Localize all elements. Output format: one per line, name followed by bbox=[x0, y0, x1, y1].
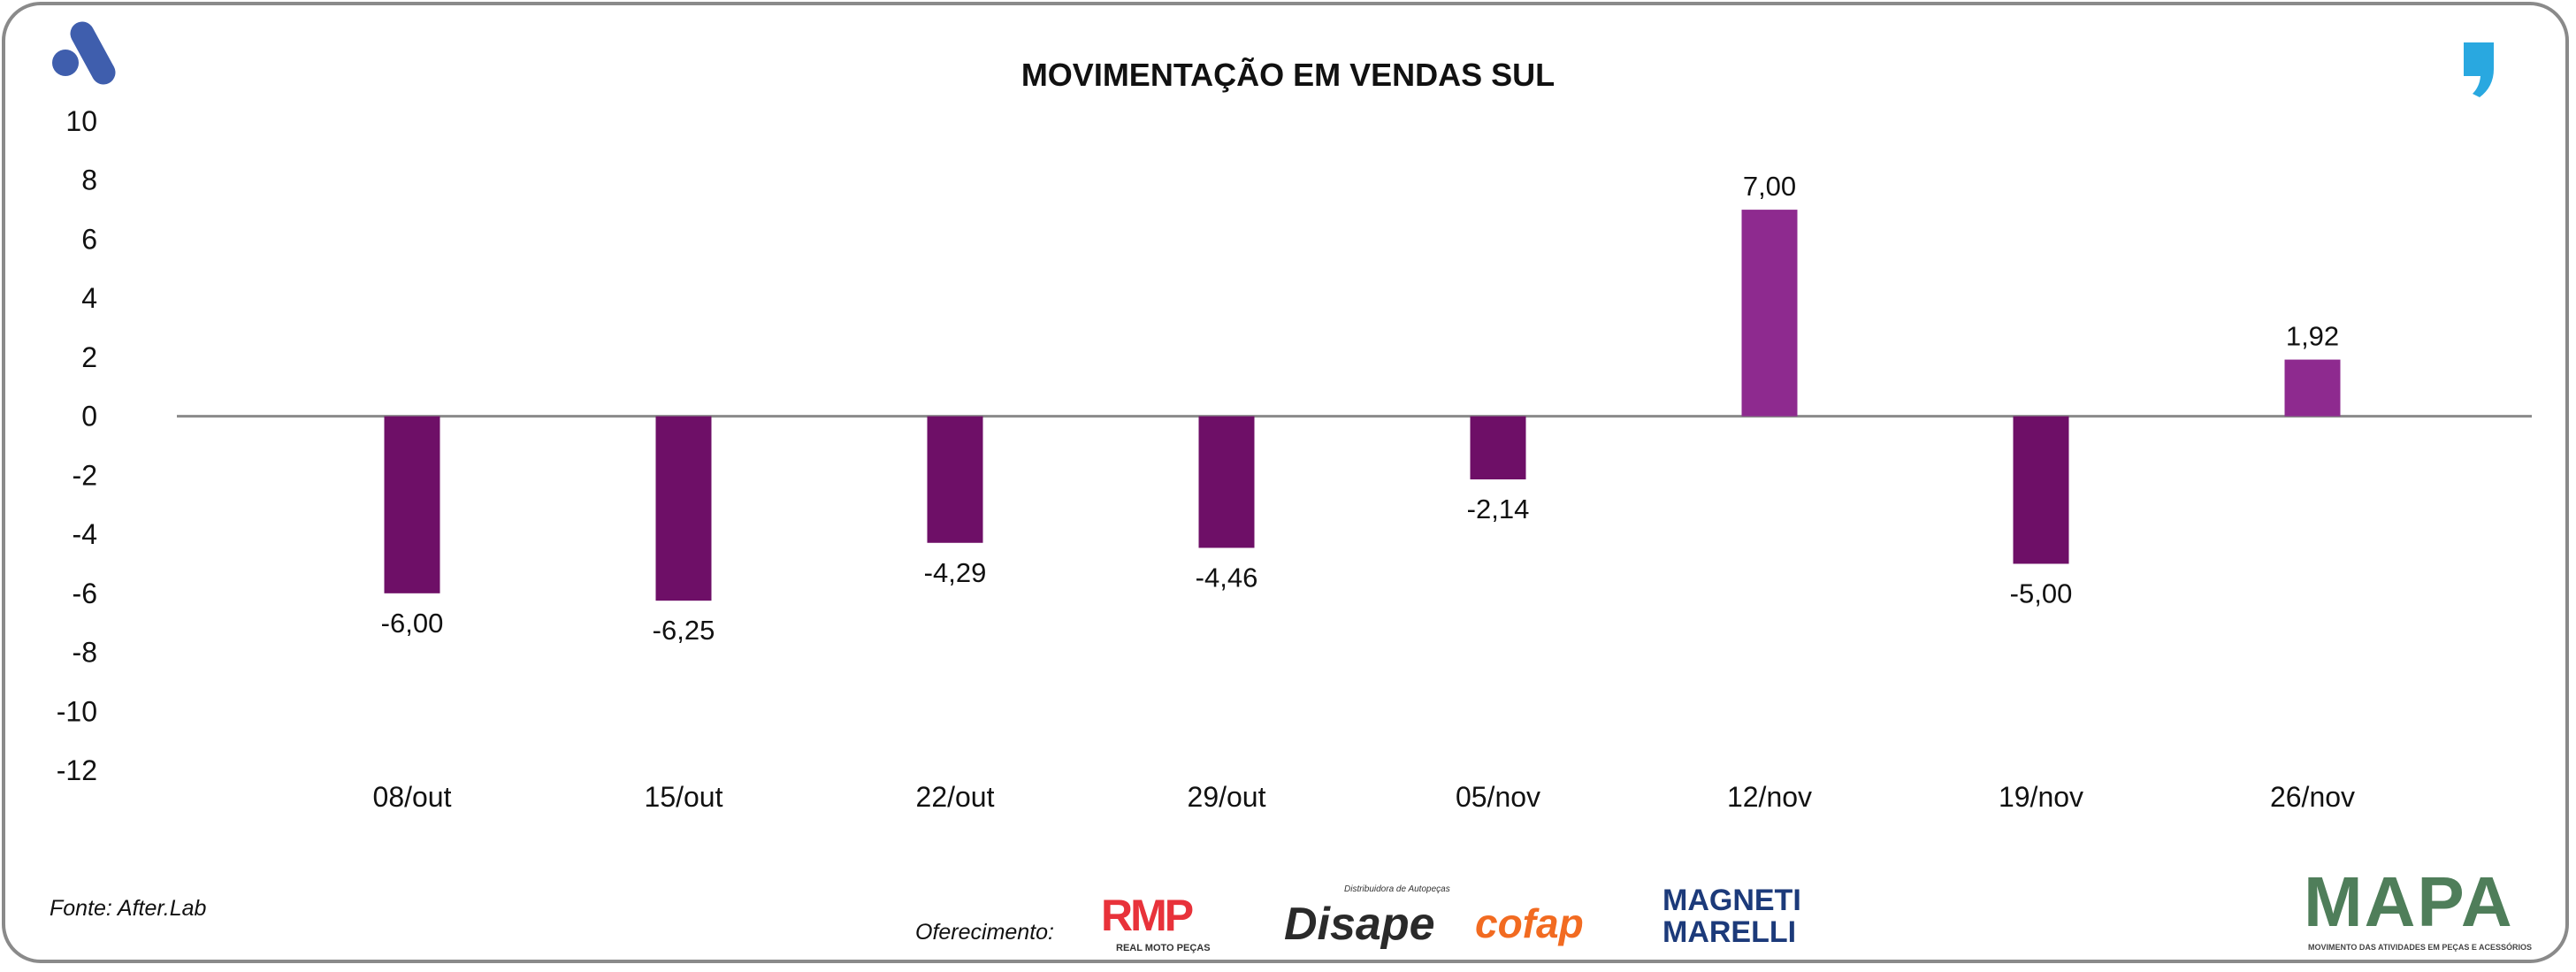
x-tick-label: 22/out bbox=[916, 781, 995, 813]
y-tick-label: 10 bbox=[65, 105, 97, 137]
bar bbox=[1741, 210, 1798, 417]
source-note: Fonte: After.Lab bbox=[50, 896, 207, 921]
y-tick-label: -6 bbox=[73, 578, 97, 609]
y-tick-label: 4 bbox=[81, 282, 97, 314]
y-tick-label: -8 bbox=[73, 637, 97, 669]
x-tick-label: 19/nov bbox=[1999, 781, 2083, 813]
mapa-logo: MAPA bbox=[2304, 862, 2514, 941]
y-tick-label: -4 bbox=[73, 518, 97, 550]
data-label: -6,00 bbox=[381, 608, 444, 639]
bar bbox=[927, 416, 983, 543]
bar bbox=[1470, 416, 1526, 480]
bar bbox=[2013, 416, 2069, 564]
sponsor-label: Oferecimento: bbox=[915, 920, 1055, 945]
magneti-marelli-logo: MAGNETI MARELLI bbox=[1663, 884, 1801, 949]
bar bbox=[1198, 416, 1255, 548]
x-tick-label: 15/out bbox=[645, 781, 723, 813]
bar bbox=[384, 416, 440, 593]
x-tick-label: 12/nov bbox=[1727, 781, 1812, 813]
rmp-logo: RMP bbox=[1101, 891, 1194, 940]
brand-logo-right-icon bbox=[2464, 42, 2494, 97]
y-tick-label: -10 bbox=[57, 695, 97, 727]
y-tick-label: 8 bbox=[81, 165, 97, 196]
data-label: -2,14 bbox=[1467, 494, 1530, 524]
disape-tagline: Distribuidora de Autopeças bbox=[1344, 884, 1450, 894]
bar bbox=[2284, 359, 2341, 417]
cofap-logo: cofap bbox=[1475, 900, 1584, 946]
data-label: -6,25 bbox=[653, 615, 715, 646]
data-label: 7,00 bbox=[1743, 171, 1796, 202]
x-tick-label: 08/out bbox=[373, 781, 452, 813]
rmp-tagline: REAL MOTO PEÇAS bbox=[1116, 943, 1211, 953]
x-tick-label: 05/nov bbox=[1456, 781, 1540, 813]
bar bbox=[655, 416, 712, 601]
y-tick-label: 6 bbox=[81, 223, 97, 255]
disape-logo: Disape bbox=[1284, 899, 1435, 950]
y-tick-label: -12 bbox=[57, 754, 97, 786]
y-tick-label: 0 bbox=[81, 401, 97, 432]
y-tick-label: 2 bbox=[81, 341, 97, 373]
data-label: 1,92 bbox=[2286, 321, 2339, 352]
data-label: -5,00 bbox=[2010, 578, 2073, 608]
x-tick-label: 29/out bbox=[1188, 781, 1266, 813]
y-tick-label: -2 bbox=[73, 459, 97, 491]
mapa-tagline: MOVIMENTO DAS ATIVIDADES EM PEÇAS E ACES… bbox=[2308, 943, 2533, 952]
x-tick-label: 26/nov bbox=[2270, 781, 2355, 813]
data-label: -4,29 bbox=[924, 557, 987, 588]
brand-logo-left-icon bbox=[52, 21, 116, 85]
chart-title: MOVIMENTAÇÃO EM VENDAS SUL bbox=[1020, 57, 1556, 93]
data-label: -4,46 bbox=[1196, 562, 1258, 593]
